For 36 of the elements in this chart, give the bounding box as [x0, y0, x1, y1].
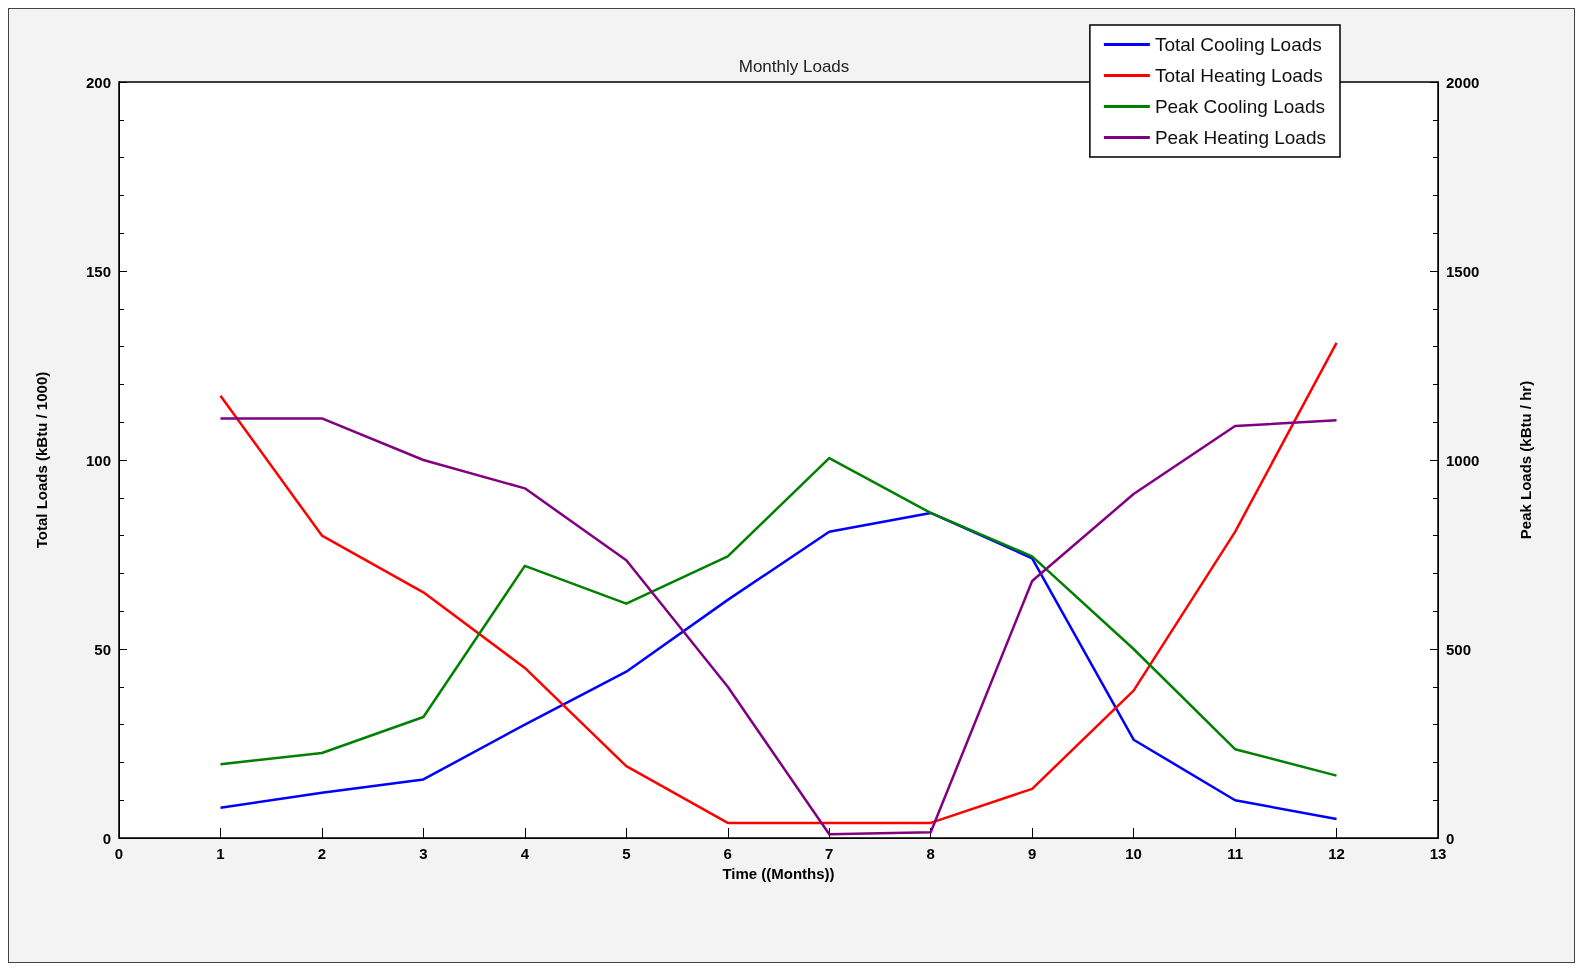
x-tick-label: 10 — [1125, 845, 1142, 862]
line-series — [219, 456, 1338, 777]
x-axis-title: Time ((Months)) — [722, 864, 835, 882]
x-tick-label: 6 — [723, 845, 732, 862]
x-tick-label: 1 — [216, 845, 225, 862]
legend-label: Peak Heating Loads — [1154, 127, 1326, 148]
y2-tick-label: 500 — [1446, 640, 1472, 658]
x-tick-label: 2 — [317, 845, 327, 862]
line-series — [219, 341, 1338, 825]
legend-label: Peak Cooling Loads — [1154, 96, 1325, 117]
x-tick-label: 9 — [1027, 845, 1037, 862]
chart-title: Monthly Loads — [738, 57, 850, 76]
x-tick-label: 0 — [114, 845, 124, 862]
y-tick-label: 150 — [85, 262, 111, 280]
y-tick-label: 100 — [85, 451, 111, 469]
y2-tick-label: 0 — [1446, 829, 1455, 847]
legend-label: Total Cooling Loads — [1154, 34, 1322, 55]
y-tick-label: 200 — [85, 73, 111, 91]
y2-tick-label: 1500 — [1446, 262, 1480, 280]
y-tick-label: 0 — [102, 829, 111, 847]
y2-tick-label: 1000 — [1446, 451, 1480, 469]
x-tick-label: 13 — [1429, 845, 1447, 862]
y-tick-label: 50 — [94, 640, 111, 658]
x-tick-label: 4 — [520, 845, 530, 862]
x-tick-label: 5 — [622, 845, 631, 862]
y2-tick-label: 2000 — [1446, 73, 1480, 91]
x-tick-label: 11 — [1227, 845, 1244, 862]
x-tick-label: 7 — [825, 845, 834, 862]
x-tick-label: 3 — [419, 845, 428, 862]
y-axis-title: Total Loads (kBtu / 1000) — [33, 371, 50, 549]
line-series — [219, 417, 1338, 836]
line-series — [219, 511, 1338, 821]
y2-axis-title: Peak Loads (kBtu / hr) — [1517, 380, 1534, 540]
x-tick-label: 12 — [1328, 845, 1345, 862]
legend-label: Total Heating Loads — [1154, 65, 1323, 86]
x-tick-label: 8 — [926, 845, 935, 862]
